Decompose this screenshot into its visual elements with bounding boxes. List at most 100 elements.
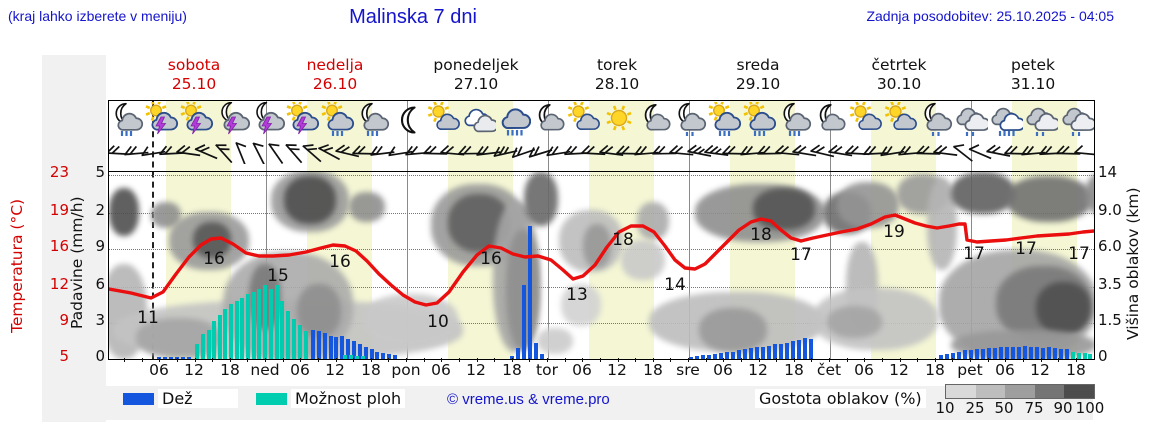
cloud-layer-blob bbox=[951, 172, 1015, 214]
cloud-layer-blob bbox=[284, 176, 336, 224]
time-axis-tick bbox=[142, 358, 143, 362]
sun-cloud-storm-icon bbox=[145, 102, 179, 138]
time-axis-tick bbox=[212, 358, 213, 362]
time-axis-tick bbox=[653, 358, 654, 362]
temperature-value-label: 17 bbox=[1015, 239, 1037, 259]
cloud-layer-blob bbox=[1006, 176, 1092, 222]
wind-barb bbox=[210, 142, 238, 164]
density-tick-label: 10 bbox=[935, 399, 955, 417]
rain-bar bbox=[1041, 347, 1045, 359]
temp-axis-tick: 19 bbox=[49, 201, 69, 219]
rain-bar bbox=[731, 351, 735, 359]
time-axis-tick bbox=[829, 358, 830, 362]
wind-barb bbox=[157, 142, 185, 164]
time-axis-label: 12 bbox=[184, 361, 204, 379]
time-axis-tick bbox=[970, 358, 971, 362]
time-axis-tick bbox=[723, 358, 724, 362]
time-axis-tick bbox=[177, 358, 178, 362]
wind-barb bbox=[509, 142, 537, 164]
time-axis-label: 18 bbox=[220, 361, 240, 379]
shower-bar bbox=[1083, 353, 1087, 359]
cloud-layer-blob bbox=[637, 202, 669, 240]
rain-bar bbox=[791, 341, 795, 359]
time-axis-tick bbox=[388, 358, 389, 362]
time-axis-label: pet bbox=[957, 361, 983, 379]
time-axis-tick bbox=[195, 358, 196, 362]
density-tick-label: 50 bbox=[994, 399, 1014, 417]
rain-bar bbox=[969, 349, 973, 359]
wind-barb bbox=[174, 142, 202, 164]
time-axis-label: pon bbox=[391, 361, 421, 379]
credit-link[interactable]: © vreme.us & vreme.pro bbox=[447, 391, 610, 408]
time-axis-tick bbox=[670, 358, 671, 362]
rain-bar bbox=[393, 355, 397, 359]
wind-barb bbox=[491, 142, 519, 164]
rain-bar bbox=[1065, 349, 1069, 359]
day-name: sobota bbox=[167, 56, 221, 74]
cloud-layer-blob bbox=[827, 306, 882, 338]
time-axis-tick bbox=[1058, 358, 1059, 362]
shower-bar bbox=[229, 303, 233, 359]
moon-cloud-icon bbox=[813, 102, 847, 138]
time-axis-tick bbox=[900, 358, 901, 362]
rain-bar bbox=[987, 347, 991, 359]
rain-bar bbox=[713, 354, 717, 359]
time-axis-label: sre bbox=[676, 361, 700, 379]
rain-bar bbox=[510, 355, 514, 359]
wind-barb bbox=[949, 142, 977, 164]
time-axis-tick bbox=[882, 358, 883, 362]
time-axis-label: 06 bbox=[854, 361, 874, 379]
time-axis-tick bbox=[1005, 358, 1006, 362]
temp-axis-title: Temperatura (°C) bbox=[8, 198, 26, 333]
wind-barb bbox=[667, 142, 695, 164]
rain-bar bbox=[1059, 348, 1063, 359]
time-axis-label: 06 bbox=[149, 361, 169, 379]
day-name: četrtek bbox=[871, 56, 927, 74]
rain-bar bbox=[951, 352, 955, 359]
wind-barb bbox=[685, 142, 713, 164]
time-axis-label: 06 bbox=[290, 361, 310, 379]
time-axis-label: tor bbox=[536, 361, 558, 379]
rain-bar bbox=[797, 339, 801, 359]
time-axis-label: 18 bbox=[361, 361, 381, 379]
time-axis-tick bbox=[759, 358, 760, 362]
shower-bar bbox=[257, 289, 261, 359]
rain-bar bbox=[945, 354, 949, 359]
rain-bar bbox=[516, 347, 520, 359]
cloud-axis-tick: 3.5 bbox=[1098, 275, 1122, 293]
shower-bar bbox=[1077, 352, 1081, 359]
sun-cloud-icon bbox=[567, 102, 601, 138]
time-axis-tick bbox=[582, 358, 583, 362]
day-name: nedelja bbox=[306, 56, 364, 74]
wind-barb bbox=[298, 142, 326, 164]
temperature-curve bbox=[109, 172, 1094, 359]
time-axis-tick bbox=[406, 358, 407, 362]
moon-icon bbox=[391, 102, 425, 138]
density-gradient-segment bbox=[1034, 385, 1065, 398]
time-axis-tick bbox=[935, 358, 936, 362]
last-updated: Zadnja posodobitev: 25.10.2025 - 04:05 bbox=[866, 8, 1114, 24]
day-separator-line bbox=[548, 101, 549, 359]
time-axis-label: 06 bbox=[572, 361, 592, 379]
rain-bar bbox=[358, 344, 362, 359]
shower-bar bbox=[275, 285, 279, 359]
density-gradient-segment bbox=[975, 385, 1006, 398]
precip-axis-tick: 2 bbox=[95, 201, 105, 219]
rain-bar bbox=[707, 354, 711, 359]
day-date: 27.10 bbox=[453, 75, 499, 93]
temperature-value-label: 16 bbox=[480, 249, 502, 269]
cloud-layer-blob bbox=[349, 192, 385, 222]
rain-bar bbox=[767, 345, 771, 359]
rain-bar bbox=[375, 351, 379, 359]
shower-bar bbox=[246, 293, 250, 359]
time-axis-tick bbox=[529, 358, 530, 362]
time-axis-label: 18 bbox=[502, 361, 522, 379]
day-header: ponedeljek 27.10 bbox=[406, 56, 546, 94]
time-axis-tick bbox=[124, 358, 125, 362]
rain-bar bbox=[719, 352, 723, 359]
rain-bar bbox=[975, 349, 979, 359]
moon-cloud-icon bbox=[532, 102, 566, 138]
rain-bar bbox=[329, 335, 333, 359]
rain-bar bbox=[528, 226, 532, 359]
time-axis-tick bbox=[547, 358, 548, 362]
